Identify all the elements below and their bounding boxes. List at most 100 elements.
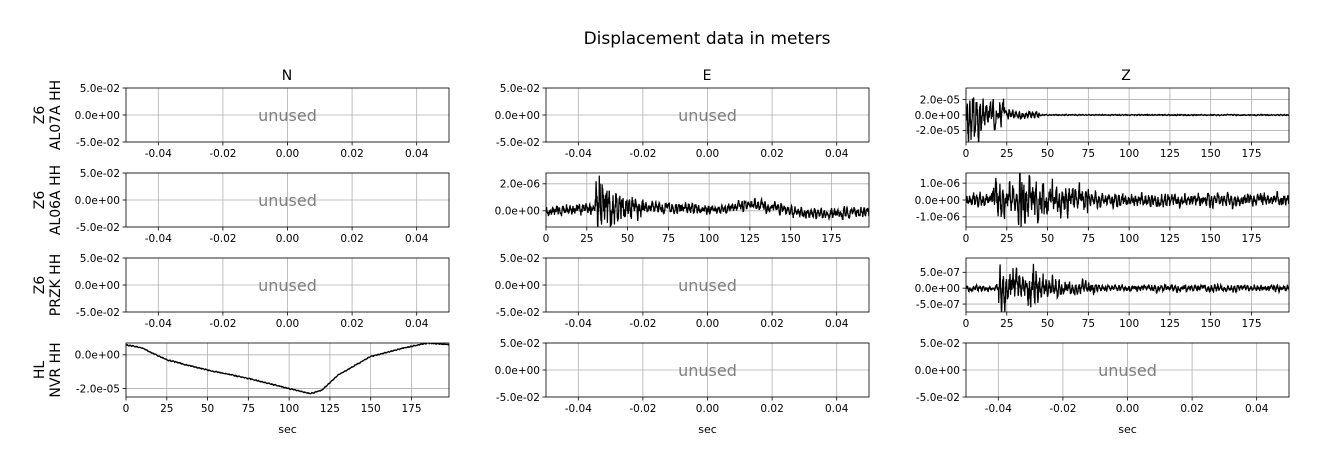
x-tick-label: 25 <box>1000 233 1013 245</box>
x-tick-label: 0 <box>963 318 970 330</box>
column-title-n: N <box>282 68 292 84</box>
y-tick-label: 0.0e+00 <box>75 280 120 292</box>
x-tick-label: 0.00 <box>276 233 299 245</box>
x-tick-label: 75 <box>1082 318 1095 330</box>
x-tick-label: -0.04 <box>145 148 172 160</box>
x-tick-label: 0.04 <box>405 148 429 160</box>
axes-frame <box>125 342 450 398</box>
y-tick-label: 0.0e+00 <box>75 110 120 122</box>
x-tick-label: 125 <box>740 233 760 245</box>
x-tick-label: 150 <box>1201 148 1221 160</box>
row-label-3-station: NVR HH <box>48 342 64 397</box>
x-tick-label: 150 <box>1201 233 1221 245</box>
x-tick-label: 50 <box>1041 148 1054 160</box>
y-tick-label: -2.0e-05 <box>76 383 120 395</box>
x-tick-label: 175 <box>821 233 841 245</box>
x-tick-label: 0.04 <box>405 318 429 330</box>
y-tick-label: 0.0e+00 <box>75 195 120 207</box>
waveform-line <box>966 263 1289 312</box>
x-tick-label: -0.04 <box>145 233 172 245</box>
y-tick-label: 0.0e+00 <box>915 283 960 295</box>
y-tick-label: -5.0e-07 <box>916 299 960 311</box>
subplot-r2c2: 0 25 50 75 100 125 150 175 5.0e-07 0.0e+00 -5.0e-0… <box>915 257 1290 330</box>
row-label-1: Z6 AL06A HH <box>32 165 64 235</box>
x-tick-label: 0.02 <box>1180 403 1203 415</box>
x-tick-label: 50 <box>1041 318 1054 330</box>
unused-label: unused <box>678 106 737 125</box>
row-label-3-network: HL <box>32 361 48 380</box>
waveform-line <box>966 97 1289 142</box>
x-tick-label: -0.02 <box>629 148 656 160</box>
y-tick-label: 5.0e-02 <box>500 253 540 265</box>
x-tick-label: 0.00 <box>696 148 719 160</box>
x-tick-label: -0.02 <box>209 148 236 160</box>
x-tick-label: -0.04 <box>985 403 1012 415</box>
row-label-1-station: AL06A HH <box>48 165 64 235</box>
row-label-0-network: Z6 <box>32 106 48 125</box>
axes-frame <box>545 172 870 228</box>
axes-frame <box>965 342 1290 398</box>
x-tick-label: 0.02 <box>340 148 363 160</box>
y-tick-label: -5.0e-02 <box>496 392 540 404</box>
y-tick-label: -5.0e-02 <box>916 392 960 404</box>
x-tick-label: 75 <box>662 233 675 245</box>
axes-frame <box>125 172 450 228</box>
x-tick-label: 150 <box>361 403 381 415</box>
x-axis-label: sec <box>698 423 717 436</box>
x-tick-label: 125 <box>1160 233 1180 245</box>
x-tick-label: 175 <box>401 403 421 415</box>
x-tick-label: 125 <box>320 403 340 415</box>
x-tick-label: -0.02 <box>209 233 236 245</box>
x-tick-label: 0.02 <box>760 318 783 330</box>
x-tick-label: -0.04 <box>565 318 592 330</box>
x-tick-label: 0 <box>123 403 130 415</box>
x-tick-label: 0.00 <box>1116 403 1139 415</box>
y-tick-label: -5.0e-02 <box>76 222 120 234</box>
x-tick-label: 25 <box>580 233 593 245</box>
unused-label: unused <box>678 361 737 380</box>
row-label-3: HL NVR HH <box>32 342 64 397</box>
y-tick-label: 0.0e+00 <box>915 110 960 122</box>
y-tick-label: 0.0e+00 <box>495 365 540 377</box>
x-tick-label: 0.02 <box>340 233 363 245</box>
row-label-1-network: Z6 <box>32 191 48 210</box>
axes-frame <box>965 257 1290 313</box>
y-tick-label: -5.0e-02 <box>496 137 540 149</box>
x-tick-label: 50 <box>621 233 634 245</box>
x-tick-label: 50 <box>1041 233 1054 245</box>
row-label-2-network: Z6 <box>32 276 48 295</box>
column-title-z: Z <box>1121 68 1131 84</box>
x-tick-label: 0.04 <box>1245 403 1269 415</box>
waveform-line <box>126 343 449 395</box>
x-tick-label: -0.02 <box>209 318 236 330</box>
y-tick-label: 0.0e+00 <box>915 195 960 207</box>
row-label-2: Z6 PRZK HH <box>32 254 64 316</box>
x-tick-label: -0.02 <box>629 403 656 415</box>
x-tick-label: 25 <box>1000 318 1013 330</box>
axes-frame <box>125 87 450 143</box>
y-tick-label: 5.0e-02 <box>500 83 540 95</box>
x-tick-label: 0.02 <box>760 148 783 160</box>
axes-frame <box>125 257 450 313</box>
figure-title: Displacement data in meters <box>584 29 831 49</box>
y-tick-label: 0.0e+00 <box>495 280 540 292</box>
x-tick-label: 50 <box>201 403 214 415</box>
axes-frame <box>545 342 870 398</box>
y-tick-label: 0.0e+00 <box>495 206 540 218</box>
x-tick-label: -0.02 <box>1049 403 1076 415</box>
row-label-2-station: PRZK HH <box>48 254 64 316</box>
x-tick-label: 100 <box>1119 148 1139 160</box>
x-tick-label: 0.02 <box>760 403 783 415</box>
x-tick-label: 0 <box>543 233 550 245</box>
x-tick-label: 0.02 <box>340 318 363 330</box>
row-label-0-station: AL07A HH <box>48 80 64 150</box>
y-tick-label: -2.0e-05 <box>916 125 960 137</box>
y-tick-label: 5.0e-02 <box>80 168 120 180</box>
unused-label: unused <box>1098 361 1157 380</box>
subplot-r2c1: -0.04 -0.02 0.00 0.02 0.04 5.0e-02 0.0e+00 -5.0… <box>495 253 870 330</box>
x-tick-label: 100 <box>279 403 299 415</box>
x-tick-label: 150 <box>781 233 801 245</box>
y-tick-label: 1.0e-06 <box>920 178 961 190</box>
x-axis-label: sec <box>278 423 297 436</box>
